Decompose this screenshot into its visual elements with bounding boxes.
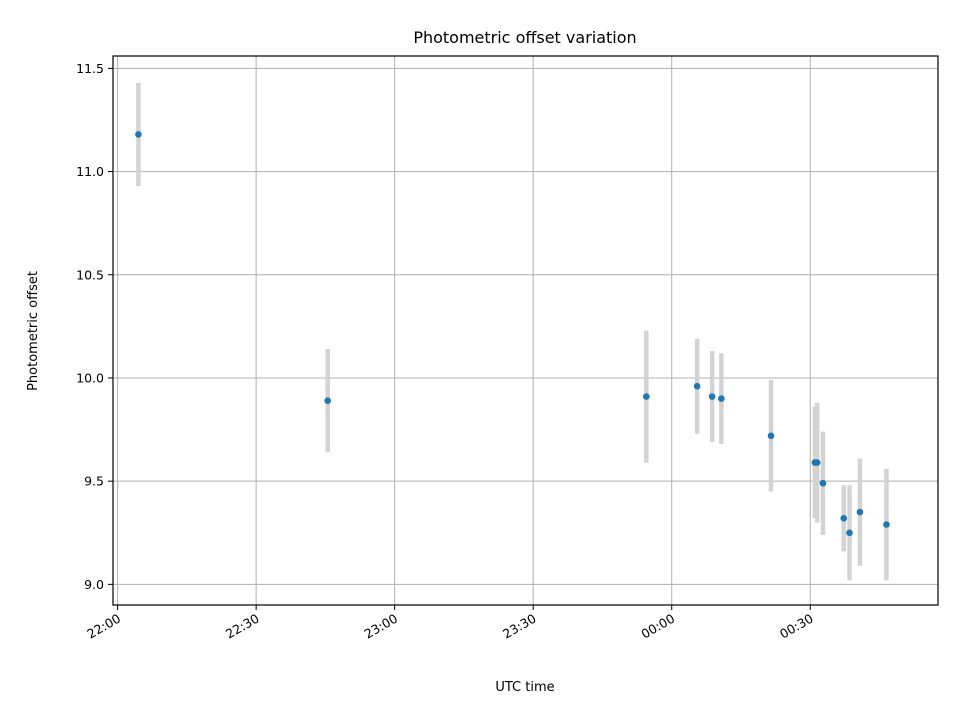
x-axis-label: UTC time [495,680,554,695]
y-tick-label: 10.5 [76,267,104,282]
data-point [819,479,827,487]
y-tick-label: 11.0 [76,164,104,179]
chart-title: Photometric offset variation [413,28,636,47]
y-tick-label: 9.5 [84,474,104,489]
data-point [840,515,848,522]
data-point [856,508,864,516]
data-point [643,393,650,400]
data-point [883,521,890,528]
grid-lines [113,56,938,605]
data-points [135,131,890,537]
y-tick-label: 11.5 [76,61,104,76]
data-point [135,131,142,138]
y-axis-ticks: 9.0 9.5 10.0 10.5 11.0 11.5 [76,61,113,592]
y-tick-label: 10.0 [76,370,104,385]
plot-frame [112,55,939,606]
y-tick-label: 9.0 [84,577,104,592]
data-point [846,529,853,537]
data-point [708,393,716,400]
data-point [813,459,821,466]
data-point [324,397,332,404]
data-point [718,395,725,402]
y-axis-label: Photometric offset [26,271,41,391]
data-point [693,382,701,390]
data-point [767,432,775,440]
